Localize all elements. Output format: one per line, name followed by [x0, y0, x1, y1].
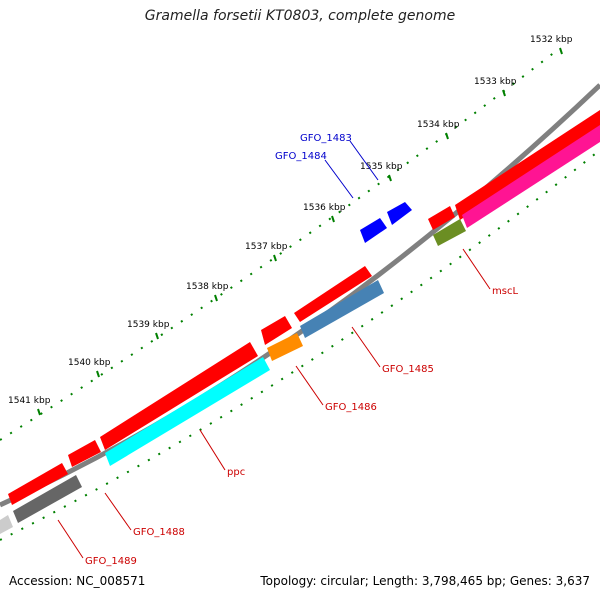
- gene-label: mscL: [492, 286, 518, 297]
- accession-text: Accession: NC_008571: [9, 574, 146, 588]
- scale-tick: [559, 47, 563, 55]
- gene-label: GFO_1483: [300, 133, 352, 144]
- label-line: [462, 248, 491, 290]
- label-line: [349, 140, 379, 181]
- forward-strand-genes: [8, 110, 600, 505]
- scale-tick: [155, 332, 159, 340]
- gene-arrow[interactable]: [462, 125, 600, 228]
- gene-arrow[interactable]: [8, 463, 68, 505]
- label-line: [199, 429, 226, 471]
- gene-arrow[interactable]: [68, 440, 101, 467]
- gene-label: GFO_1485: [382, 364, 434, 375]
- scale-label: 1536 kbp: [303, 203, 346, 213]
- gene-arrow[interactable]: [300, 280, 384, 338]
- scale-label: 1539 kbp: [127, 320, 170, 330]
- scale-label: 1532 kbp: [530, 35, 573, 45]
- label-line: [295, 365, 324, 406]
- gene-arrow[interactable]: [387, 202, 412, 225]
- gene-arrow[interactable]: [433, 219, 466, 246]
- scale-label: 1535 kbp: [360, 162, 403, 172]
- scale-tick: [502, 89, 506, 97]
- scale-outer-dots: [0, 47, 561, 441]
- gene-label: ppc: [227, 467, 245, 478]
- gene-arrow[interactable]: [261, 316, 292, 345]
- scale-tick: [96, 370, 100, 378]
- scale-label: 1537 kbp: [245, 242, 288, 252]
- scale-labels: 1532 kbp 1533 kbp 1534 kbp 1535 kbp 1536…: [8, 35, 573, 406]
- gene-arrow[interactable]: [267, 333, 303, 361]
- gene-arrow[interactable]: [100, 342, 258, 450]
- gene-arrow[interactable]: [455, 110, 600, 220]
- scale-ticks: [37, 47, 563, 416]
- genome-backbone: [0, 83, 600, 508]
- label-line: [351, 326, 381, 368]
- gene-label: GFO_1489: [85, 556, 137, 567]
- gene-arrow[interactable]: [13, 475, 82, 523]
- scale-tick: [37, 408, 41, 416]
- scale-label: 1538 kbp: [186, 282, 229, 292]
- gene-label: GFO_1486: [325, 402, 377, 413]
- label-line: [324, 159, 354, 199]
- label-lines: [57, 140, 491, 559]
- scale-tick: [445, 132, 449, 140]
- scale-label: 1534 kbp: [417, 120, 460, 130]
- genome-summary-text: Topology: circular; Length: 3,798,465 bp…: [260, 574, 590, 588]
- gene-arrow[interactable]: [0, 515, 13, 534]
- scale-inner-dots: [0, 149, 600, 541]
- gene-arrow[interactable]: [294, 266, 372, 322]
- gene-arrow[interactable]: [105, 357, 270, 466]
- label-line: [57, 519, 84, 559]
- scale-label: 1541 kbp: [8, 396, 51, 406]
- gene-arrow[interactable]: [428, 206, 455, 230]
- gene-arrow[interactable]: [360, 218, 387, 243]
- scale-label: 1533 kbp: [474, 77, 517, 87]
- scale-tick: [273, 254, 277, 262]
- scale-tick: [214, 294, 218, 302]
- scale-tick: [388, 174, 392, 182]
- map-title: Gramella forsetii KT0803, complete genom…: [144, 8, 456, 24]
- scale-tick: [331, 215, 335, 223]
- label-line: [104, 492, 132, 531]
- gene-label: GFO_1488: [133, 527, 185, 538]
- gene-label: GFO_1484: [275, 151, 327, 162]
- reverse-strand-genes: [0, 125, 600, 534]
- scale-label: 1540 kbp: [68, 358, 111, 368]
- gene-labels: GFO_1483 GFO_1484 mscL GFO_1485 GFO_1486…: [85, 133, 518, 567]
